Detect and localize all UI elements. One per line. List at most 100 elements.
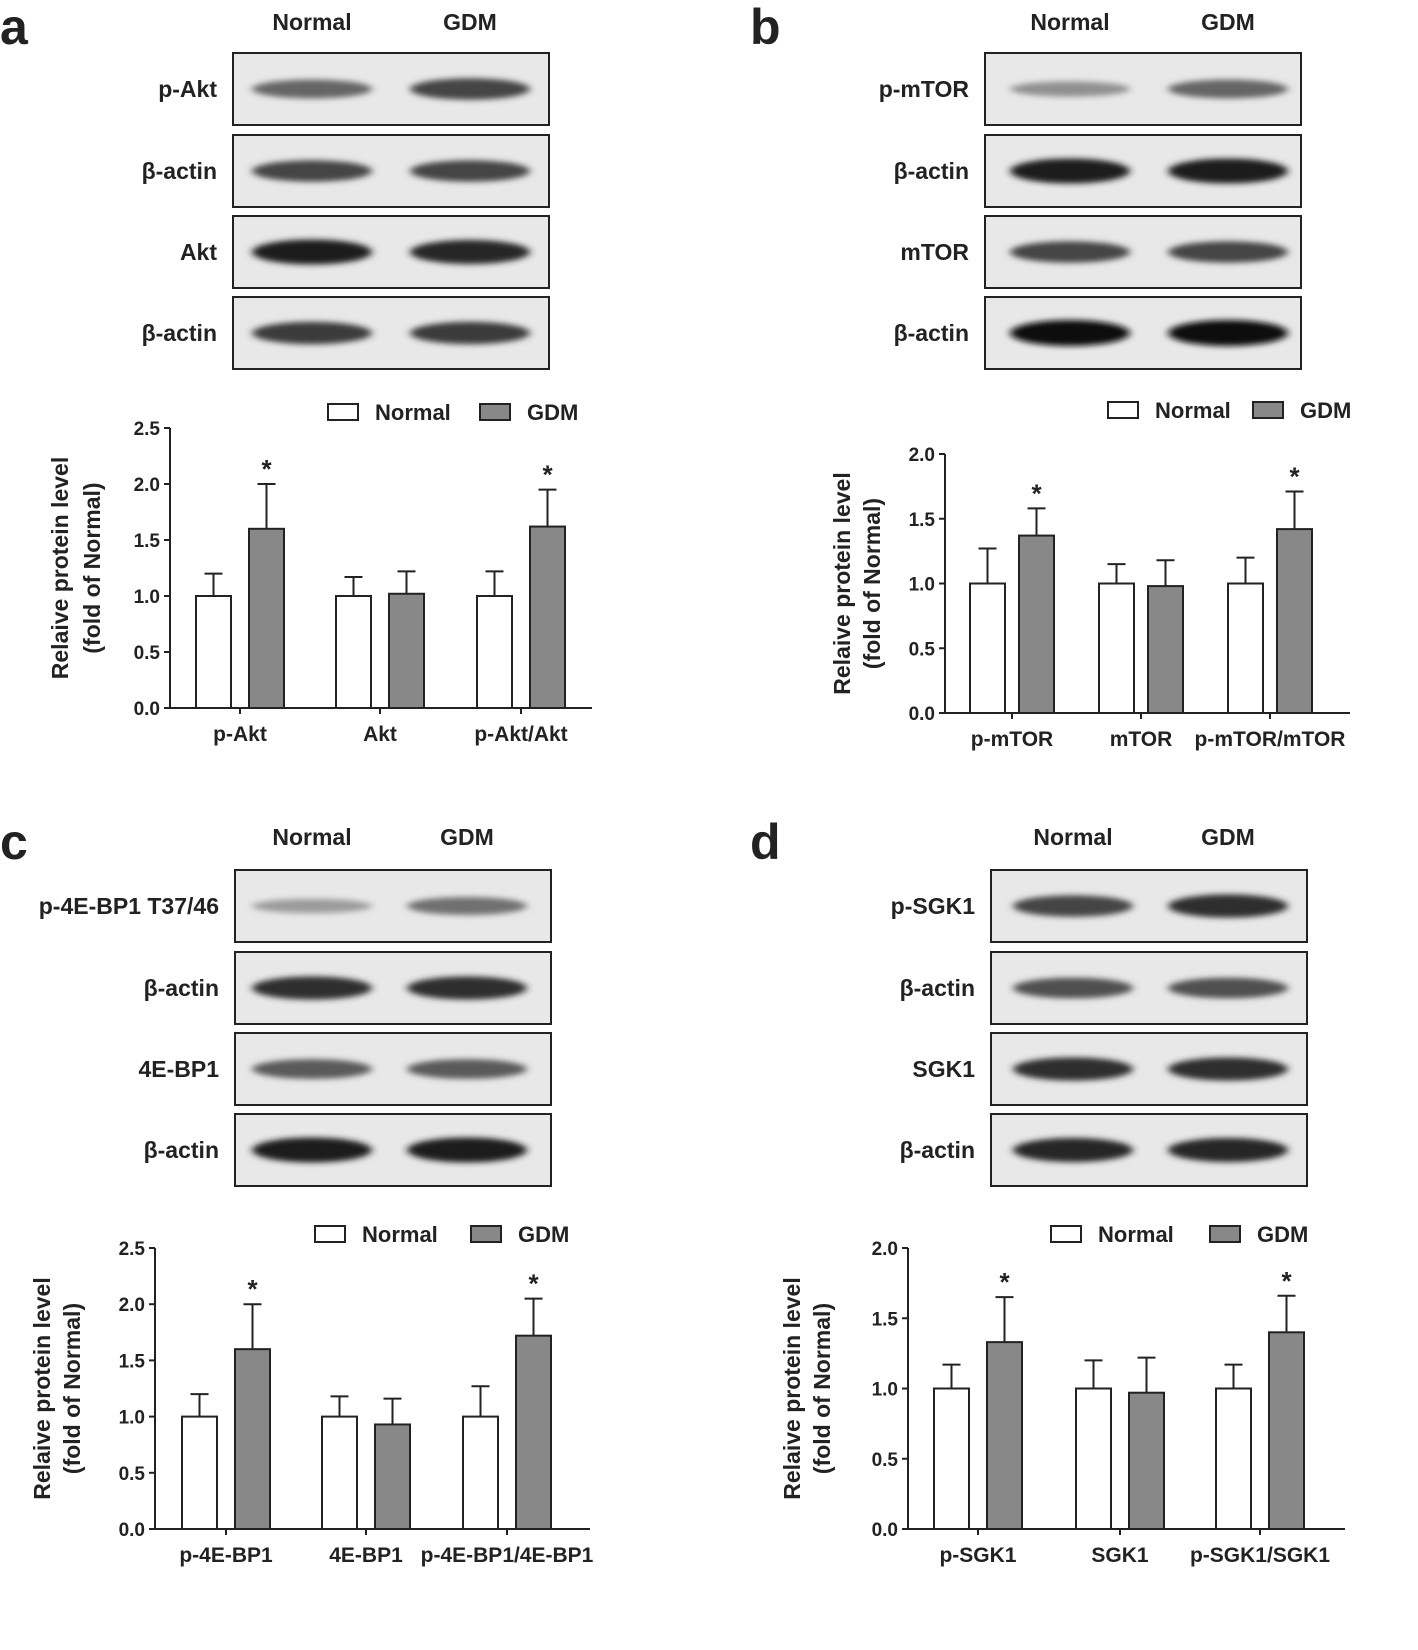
legend-label-gdm: GDM [1300, 398, 1351, 423]
y-tick-label: 2.5 [119, 1239, 146, 1260]
x-tick-label: p-mTOR [971, 728, 1053, 751]
protein-band [1010, 241, 1130, 263]
legend-swatch-normal [314, 1225, 346, 1243]
lane-label: Normal [272, 824, 351, 850]
protein-band [1013, 895, 1133, 917]
protein-band [252, 160, 372, 182]
protein-band [1168, 320, 1288, 346]
bar-normal [476, 595, 513, 709]
bar-gdm [1018, 534, 1055, 715]
protein-band [252, 976, 372, 1000]
y-axis-label: (fold of Normal) [859, 498, 885, 669]
legend: Normal GDM [314, 1222, 569, 1247]
x-tick-label: p-4E-BP1/4E-BP1 [421, 1544, 594, 1567]
bar-chart: 0.0 0.5 1.0 1.5 2.0 p-mTOR * mTOR p-mTOR/mTOR * No… [829, 398, 1351, 751]
legend-swatch-normal [1107, 401, 1139, 419]
panel-d: d Normal GDM p-SGK1 β-actin SGK1 β-actin 0.0 0.5… [750, 814, 1345, 1567]
significance-asterisk: * [999, 1267, 1010, 1297]
blot-label: β-actin [144, 1137, 219, 1163]
lane-label: GDM [1201, 824, 1255, 850]
panel-letter: b [750, 0, 781, 55]
bar-gdm [1128, 1391, 1165, 1531]
y-axis-label: (fold of Normal) [809, 1303, 835, 1474]
y-axis-label: Relaive protein level [47, 457, 73, 679]
legend: Normal GDM [1050, 1222, 1308, 1247]
protein-band [1168, 158, 1288, 184]
protein-band [410, 160, 530, 182]
bar-normal [1227, 582, 1264, 714]
significance-asterisk: * [542, 460, 553, 490]
panel-a: a Normal GDM p-Akt β-actin Akt β-actin 0.0 0.5 1.… [0, 0, 592, 746]
bar-gdm [388, 592, 425, 710]
legend-swatch-normal [1050, 1225, 1082, 1243]
bar-chart: 0.0 0.5 1.0 1.5 2.0 p-SGK1 * SGK1 p-SGK1/SGK1 * No… [779, 1222, 1345, 1567]
y-tick-label: 0.0 [909, 704, 935, 725]
y-tick-label: 2.0 [134, 475, 160, 496]
legend-swatch-gdm [479, 403, 511, 421]
protein-band [407, 976, 527, 1000]
bar-normal [181, 1415, 218, 1530]
lane-label: Normal [272, 9, 351, 35]
legend-label-gdm: GDM [518, 1222, 569, 1247]
significance-asterisk: * [1031, 478, 1042, 508]
blot-label: β-actin [894, 158, 969, 184]
legend-swatch-normal [327, 403, 359, 421]
y-axis-label: (fold of Normal) [79, 482, 105, 653]
protein-band [252, 239, 372, 265]
y-tick-label: 0.0 [872, 1520, 898, 1541]
y-tick-label: 1.0 [909, 575, 935, 596]
y-axis-label: Relaive protein level [829, 472, 855, 694]
protein-band [252, 898, 372, 914]
protein-band [1168, 241, 1288, 263]
legend: Normal GDM [1107, 398, 1351, 423]
x-tick-label: Akt [363, 723, 397, 746]
significance-asterisk: * [1281, 1266, 1292, 1296]
bar-chart: 0.0 0.5 1.0 1.5 2.0 2.5 p-Akt * Akt p-Akt/Akt * Nor… [47, 400, 592, 746]
bar-gdm [1268, 1331, 1305, 1530]
bar-normal [969, 582, 1006, 714]
blot-label: β-actin [144, 975, 219, 1001]
y-tick-label: 0.5 [872, 1450, 899, 1471]
protein-band [410, 78, 530, 100]
protein-band [252, 321, 372, 345]
legend-label-normal: Normal [362, 1222, 438, 1247]
y-tick-label: 2.0 [909, 445, 935, 466]
protein-band [1168, 1137, 1288, 1163]
y-tick-label: 1.5 [872, 1309, 899, 1330]
significance-asterisk: * [261, 454, 272, 484]
bar-gdm [1276, 528, 1313, 714]
bar-normal [1098, 582, 1135, 714]
y-axis-label: Relaive protein level [779, 1277, 805, 1499]
x-tick-label: p-Akt/Akt [474, 723, 567, 746]
protein-band [1010, 320, 1130, 346]
x-tick-label: p-4E-BP1 [179, 1544, 273, 1567]
x-tick-label: p-mTOR/mTOR [1195, 728, 1346, 751]
blot-label: p-Akt [158, 76, 217, 102]
legend: Normal GDM [327, 400, 578, 425]
legend-label-normal: Normal [1155, 398, 1231, 423]
legend-swatch-gdm [470, 1225, 502, 1243]
protein-band [252, 1137, 372, 1163]
blot-label: β-actin [142, 158, 217, 184]
panel-c: c Normal GDM p-4E-BP1 T37/46 β-actin 4E-BP1 β-… [0, 814, 594, 1567]
legend-swatch-gdm [1209, 1225, 1241, 1243]
protein-band [407, 1137, 527, 1163]
protein-band [1013, 1057, 1133, 1081]
bar-normal [335, 595, 372, 709]
protein-band [1010, 81, 1130, 97]
protein-band [1010, 158, 1130, 184]
protein-band [252, 1059, 372, 1079]
lane-label: GDM [443, 9, 497, 35]
bar-chart: 0.0 0.5 1.0 1.5 2.0 2.5 p-4E-BP1 * 4E-BP1 p-4E-BP… [29, 1222, 594, 1567]
legend-label-gdm: GDM [1257, 1222, 1308, 1247]
y-tick-label: 0.0 [119, 1520, 145, 1541]
protein-band [1168, 977, 1288, 999]
legend-swatch-gdm [1252, 401, 1284, 419]
blot-label: p-SGK1 [891, 893, 976, 919]
y-tick-label: 0.5 [909, 639, 936, 660]
bar-normal [321, 1415, 358, 1530]
blot-label: β-actin [894, 320, 969, 346]
blot-label: SGK1 [912, 1056, 975, 1082]
bar-gdm [234, 1348, 271, 1530]
blot-label: mTOR [900, 239, 969, 265]
